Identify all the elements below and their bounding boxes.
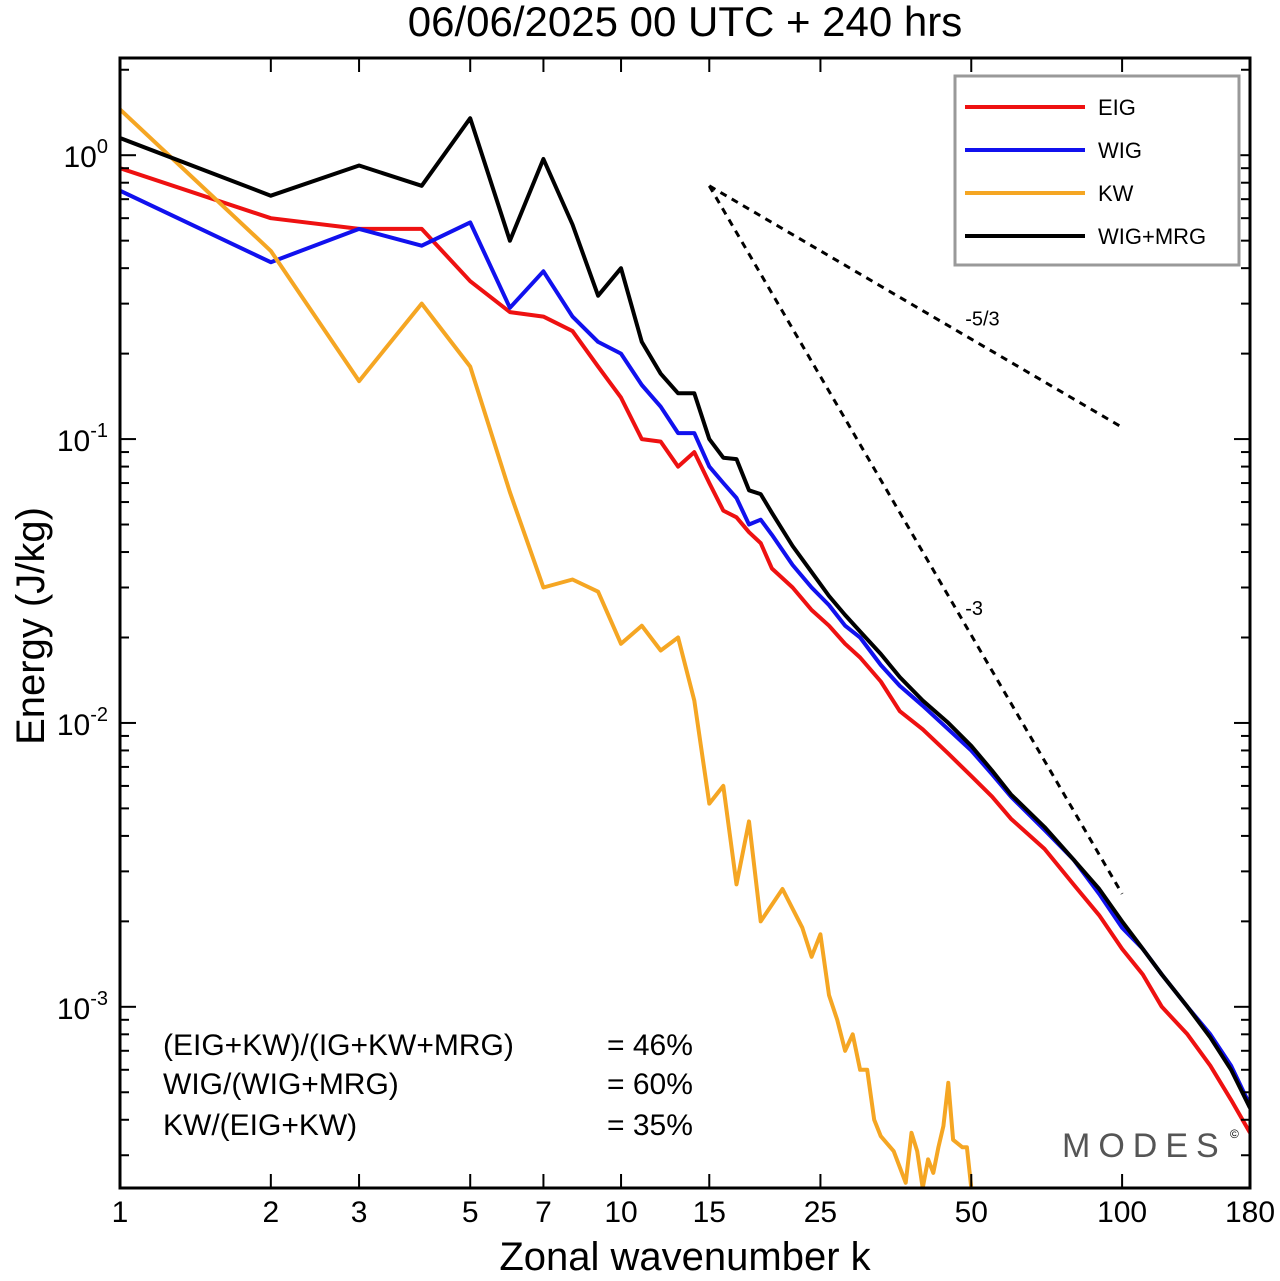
slope-label-2: -3 [965, 598, 983, 620]
x-tick-label: 100 [1097, 1196, 1147, 1229]
stats-block: (EIG+KW)/(IG+KW+MRG) = 46% WIG/(WIG+MRG)… [163, 1029, 693, 1142]
stat-label-1: (EIG+KW)/(IG+KW+MRG) [163, 1029, 514, 1062]
x-tick-label: 15 [693, 1196, 726, 1229]
x-axis-label: Zonal wavenumber k [499, 1235, 871, 1279]
stat-label-2: WIG/(WIG+MRG) [163, 1068, 399, 1101]
series-line-kw [120, 107, 974, 1188]
slope-line-2 [707, 185, 1124, 895]
stat-value-2: = 60% [607, 1068, 693, 1101]
y-tick-label: 10-3 [57, 988, 108, 1026]
series-line-eig [120, 166, 1250, 1134]
y-tick-label: 10-2 [57, 704, 108, 742]
x-tick-label: 10 [604, 1196, 637, 1229]
legend-label-eig: EIG [1098, 95, 1136, 120]
x-tick-label: 2 [262, 1196, 279, 1229]
legend-label-kw: KW [1098, 181, 1134, 206]
y-tick-label: 100 [64, 136, 109, 174]
slope-label-1: -5/3 [965, 309, 999, 331]
modes-watermark: MODES [1062, 1127, 1227, 1165]
x-tick-label: 3 [351, 1196, 368, 1229]
axes: 1 2 3 5 7 10 15 25 50 100 180 100 10-1 10-2 10-3 [57, 56, 1275, 1229]
x-tick-label: 180 [1225, 1196, 1275, 1229]
x-tick-label: 1 [112, 1196, 129, 1229]
series-line-wig-mrg [120, 116, 1250, 1109]
slope-reference-lines: -5/3 -3 [707, 184, 1124, 895]
x-tick-label: 25 [804, 1196, 837, 1229]
y-tick-label: 10-1 [57, 420, 108, 458]
x-tick-label: 50 [955, 1196, 988, 1229]
x-tick-label: 7 [535, 1196, 552, 1229]
stat-value-1: = 46% [607, 1029, 693, 1062]
legend: EIG WIG KW WIG+MRG [953, 74, 1241, 267]
series-layer [120, 107, 1250, 1188]
slope-line-1 [708, 184, 1123, 429]
legend-items: EIG WIG KW WIG+MRG [965, 95, 1206, 249]
x-tick-label: 5 [462, 1196, 479, 1229]
plot-frame [118, 56, 1252, 1190]
stat-value-3: = 35% [607, 1109, 693, 1142]
legend-label-wig-mrg: WIG+MRG [1098, 224, 1206, 249]
y-axis-label: Energy (J/kg) [9, 507, 53, 745]
chart-title: 06/06/2025 00 UTC + 240 hrs [408, 0, 963, 45]
stat-label-3: KW/(EIG+KW) [163, 1109, 357, 1142]
copyright-mark: © [1230, 1127, 1239, 1141]
legend-label-wig: WIG [1098, 138, 1142, 163]
series-line-wig [120, 188, 1250, 1107]
